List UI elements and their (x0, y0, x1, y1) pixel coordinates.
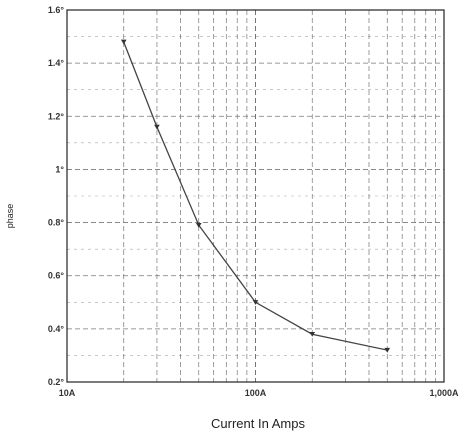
data-point-marker (384, 347, 391, 353)
grid (66, 9, 444, 383)
tick-labels: 0.2° 0.4° 0.6° 0.8° 1° 1.2° 1.4° 1.6° 10A 100A 1,0… (48, 5, 459, 398)
y-tick-label: 0.2° (48, 377, 65, 387)
axes (66, 9, 445, 383)
series-line (123, 41, 388, 351)
plot-frame (66, 9, 445, 383)
x-tick-label: 1,000A (429, 388, 459, 398)
y-axis-title: phase (5, 204, 15, 229)
data-point-marker (120, 39, 127, 45)
x-tick-label: 10A (59, 388, 76, 398)
y-tick-label: 0.4° (48, 324, 65, 334)
data-point-marker (195, 223, 202, 228)
y-tick-label: 1.6° (48, 5, 65, 15)
x-axis-title: Current In Amps (211, 416, 305, 431)
series (120, 39, 391, 353)
y-tick-label: 0.6° (48, 271, 65, 281)
y-tick-label: 1.4° (48, 58, 65, 68)
x-tick-label: 100A (245, 388, 267, 398)
data-point-marker (252, 300, 259, 305)
y-tick-label: 1.2° (48, 111, 65, 121)
y-tick-label: 0.8° (48, 218, 65, 228)
y-tick-label: 1° (55, 164, 64, 174)
data-point-marker (309, 331, 316, 337)
data-point-marker (154, 124, 160, 130)
